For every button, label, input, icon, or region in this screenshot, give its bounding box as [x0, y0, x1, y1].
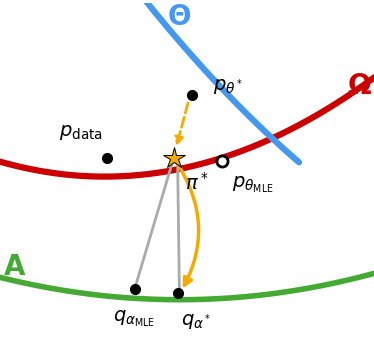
FancyArrowPatch shape	[178, 158, 180, 290]
Text: Θ: Θ	[168, 3, 191, 31]
Text: $q_{\alpha^*}$: $q_{\alpha^*}$	[181, 312, 212, 331]
Text: $\pi^*$: $\pi^*$	[185, 172, 209, 193]
Text: $q_{\alpha_{\mathrm{MLE}}}$: $q_{\alpha_{\mathrm{MLE}}}$	[113, 308, 156, 329]
Text: $p_{\theta^*}$: $p_{\theta^*}$	[213, 77, 243, 96]
Text: $p_{\mathrm{data}}$: $p_{\mathrm{data}}$	[59, 123, 103, 142]
FancyArrowPatch shape	[135, 158, 174, 286]
Text: A: A	[4, 253, 26, 281]
Text: $p_{\theta_{\mathrm{MLE}}}$: $p_{\theta_{\mathrm{MLE}}}$	[232, 175, 273, 196]
Text: Ω: Ω	[347, 72, 371, 100]
